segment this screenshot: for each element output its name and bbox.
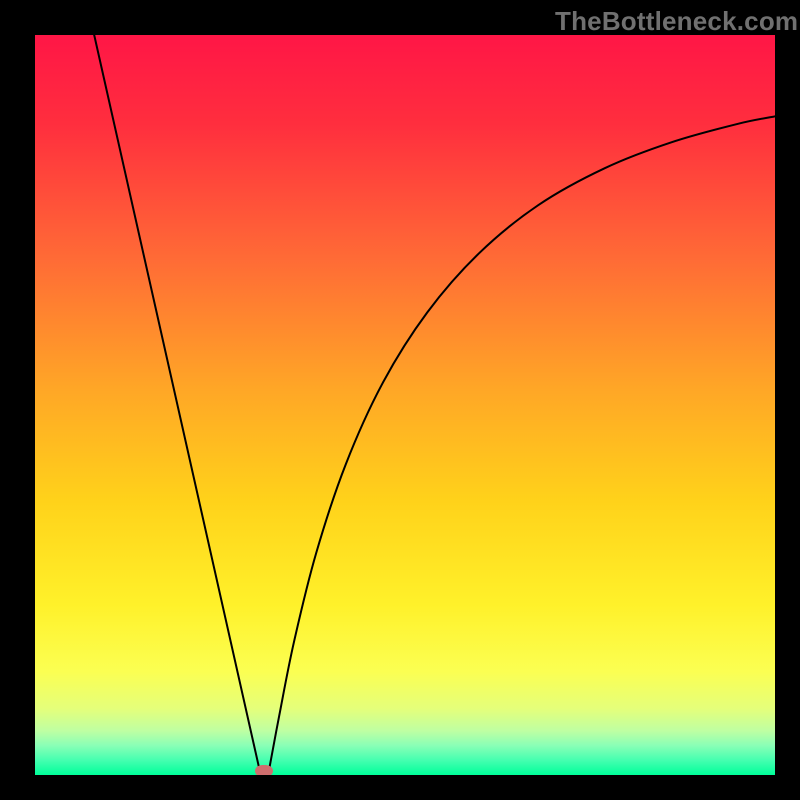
optimal-point-marker — [255, 765, 273, 775]
plot-area — [35, 35, 775, 775]
chart-frame: TheBottleneck.com — [0, 0, 800, 800]
bottleneck-curve — [35, 35, 775, 775]
watermark-text: TheBottleneck.com — [555, 6, 798, 37]
